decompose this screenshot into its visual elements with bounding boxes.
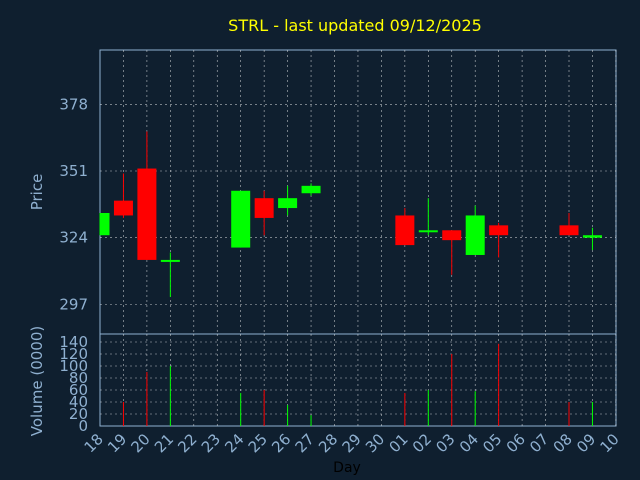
volume-tick-label: 140 [59,333,88,351]
candle-body [137,168,157,260]
x-tick-label: 01 [385,430,411,456]
x-tick-label: 30 [362,430,388,456]
candle-body [395,215,415,246]
x-tick-label: 29 [339,430,365,456]
x-tick-label: 22 [174,430,200,456]
candle-body [278,198,298,209]
x-tick-label: 19 [104,430,130,456]
x-tick-label: 04 [456,430,482,456]
x-tick-label: 20 [127,430,153,456]
x-tick-label: 08 [550,430,576,456]
x-tick-label: 02 [409,430,435,456]
x-tick-label: 27 [292,430,318,456]
x-tick-label: 09 [573,430,599,456]
x-tick-label: 23 [198,430,224,456]
candle-body [582,235,602,238]
price-tick-label: 351 [59,162,88,180]
x-tick-label: 06 [503,430,529,456]
volume-tick-label: 60 [69,381,88,399]
price-axis-label: Price [28,174,46,211]
volume-axis-label: Volume (0000) [28,326,46,436]
x-axis-label: Day [333,460,361,476]
volume-panel: 1819202122232425262728293001020304050607… [59,333,622,456]
x-tick-label: 07 [526,430,552,456]
x-tick-label: 28 [315,430,341,456]
candle-body [442,230,462,241]
candle-body [160,259,180,262]
price-tick-label: 378 [59,95,88,113]
candle-body [489,225,509,236]
x-tick-label: 25 [245,430,271,456]
x-tick-label: 05 [479,430,505,456]
candle-body [301,185,321,194]
candle-body [254,198,274,218]
candle-body [465,215,485,255]
volume-tick-label: 100 [59,357,88,375]
chart-title: STRL - last updated 09/12/2025 [228,16,482,35]
volume-tick-label: 120 [59,345,88,363]
candle-body [113,200,133,216]
price-tick-label: 324 [59,229,88,247]
x-tick-label: 24 [221,430,247,456]
candle-body [418,230,438,233]
candle-body [100,212,110,236]
volume-tick-label: 40 [69,393,88,411]
volume-tick-label: 20 [69,405,88,423]
x-tick-label: 26 [268,430,294,456]
x-tick-label: 10 [596,430,622,456]
x-tick-label: 03 [432,430,458,456]
price-panel: 297 324 351 378 [59,49,617,335]
x-tick-label: 21 [151,430,177,456]
candle-body [559,225,579,236]
volume-tick-label: 80 [69,369,88,387]
candle-body [231,190,251,248]
price-tick-label: 297 [59,295,88,313]
volume-tick-label: 0 [78,417,88,435]
